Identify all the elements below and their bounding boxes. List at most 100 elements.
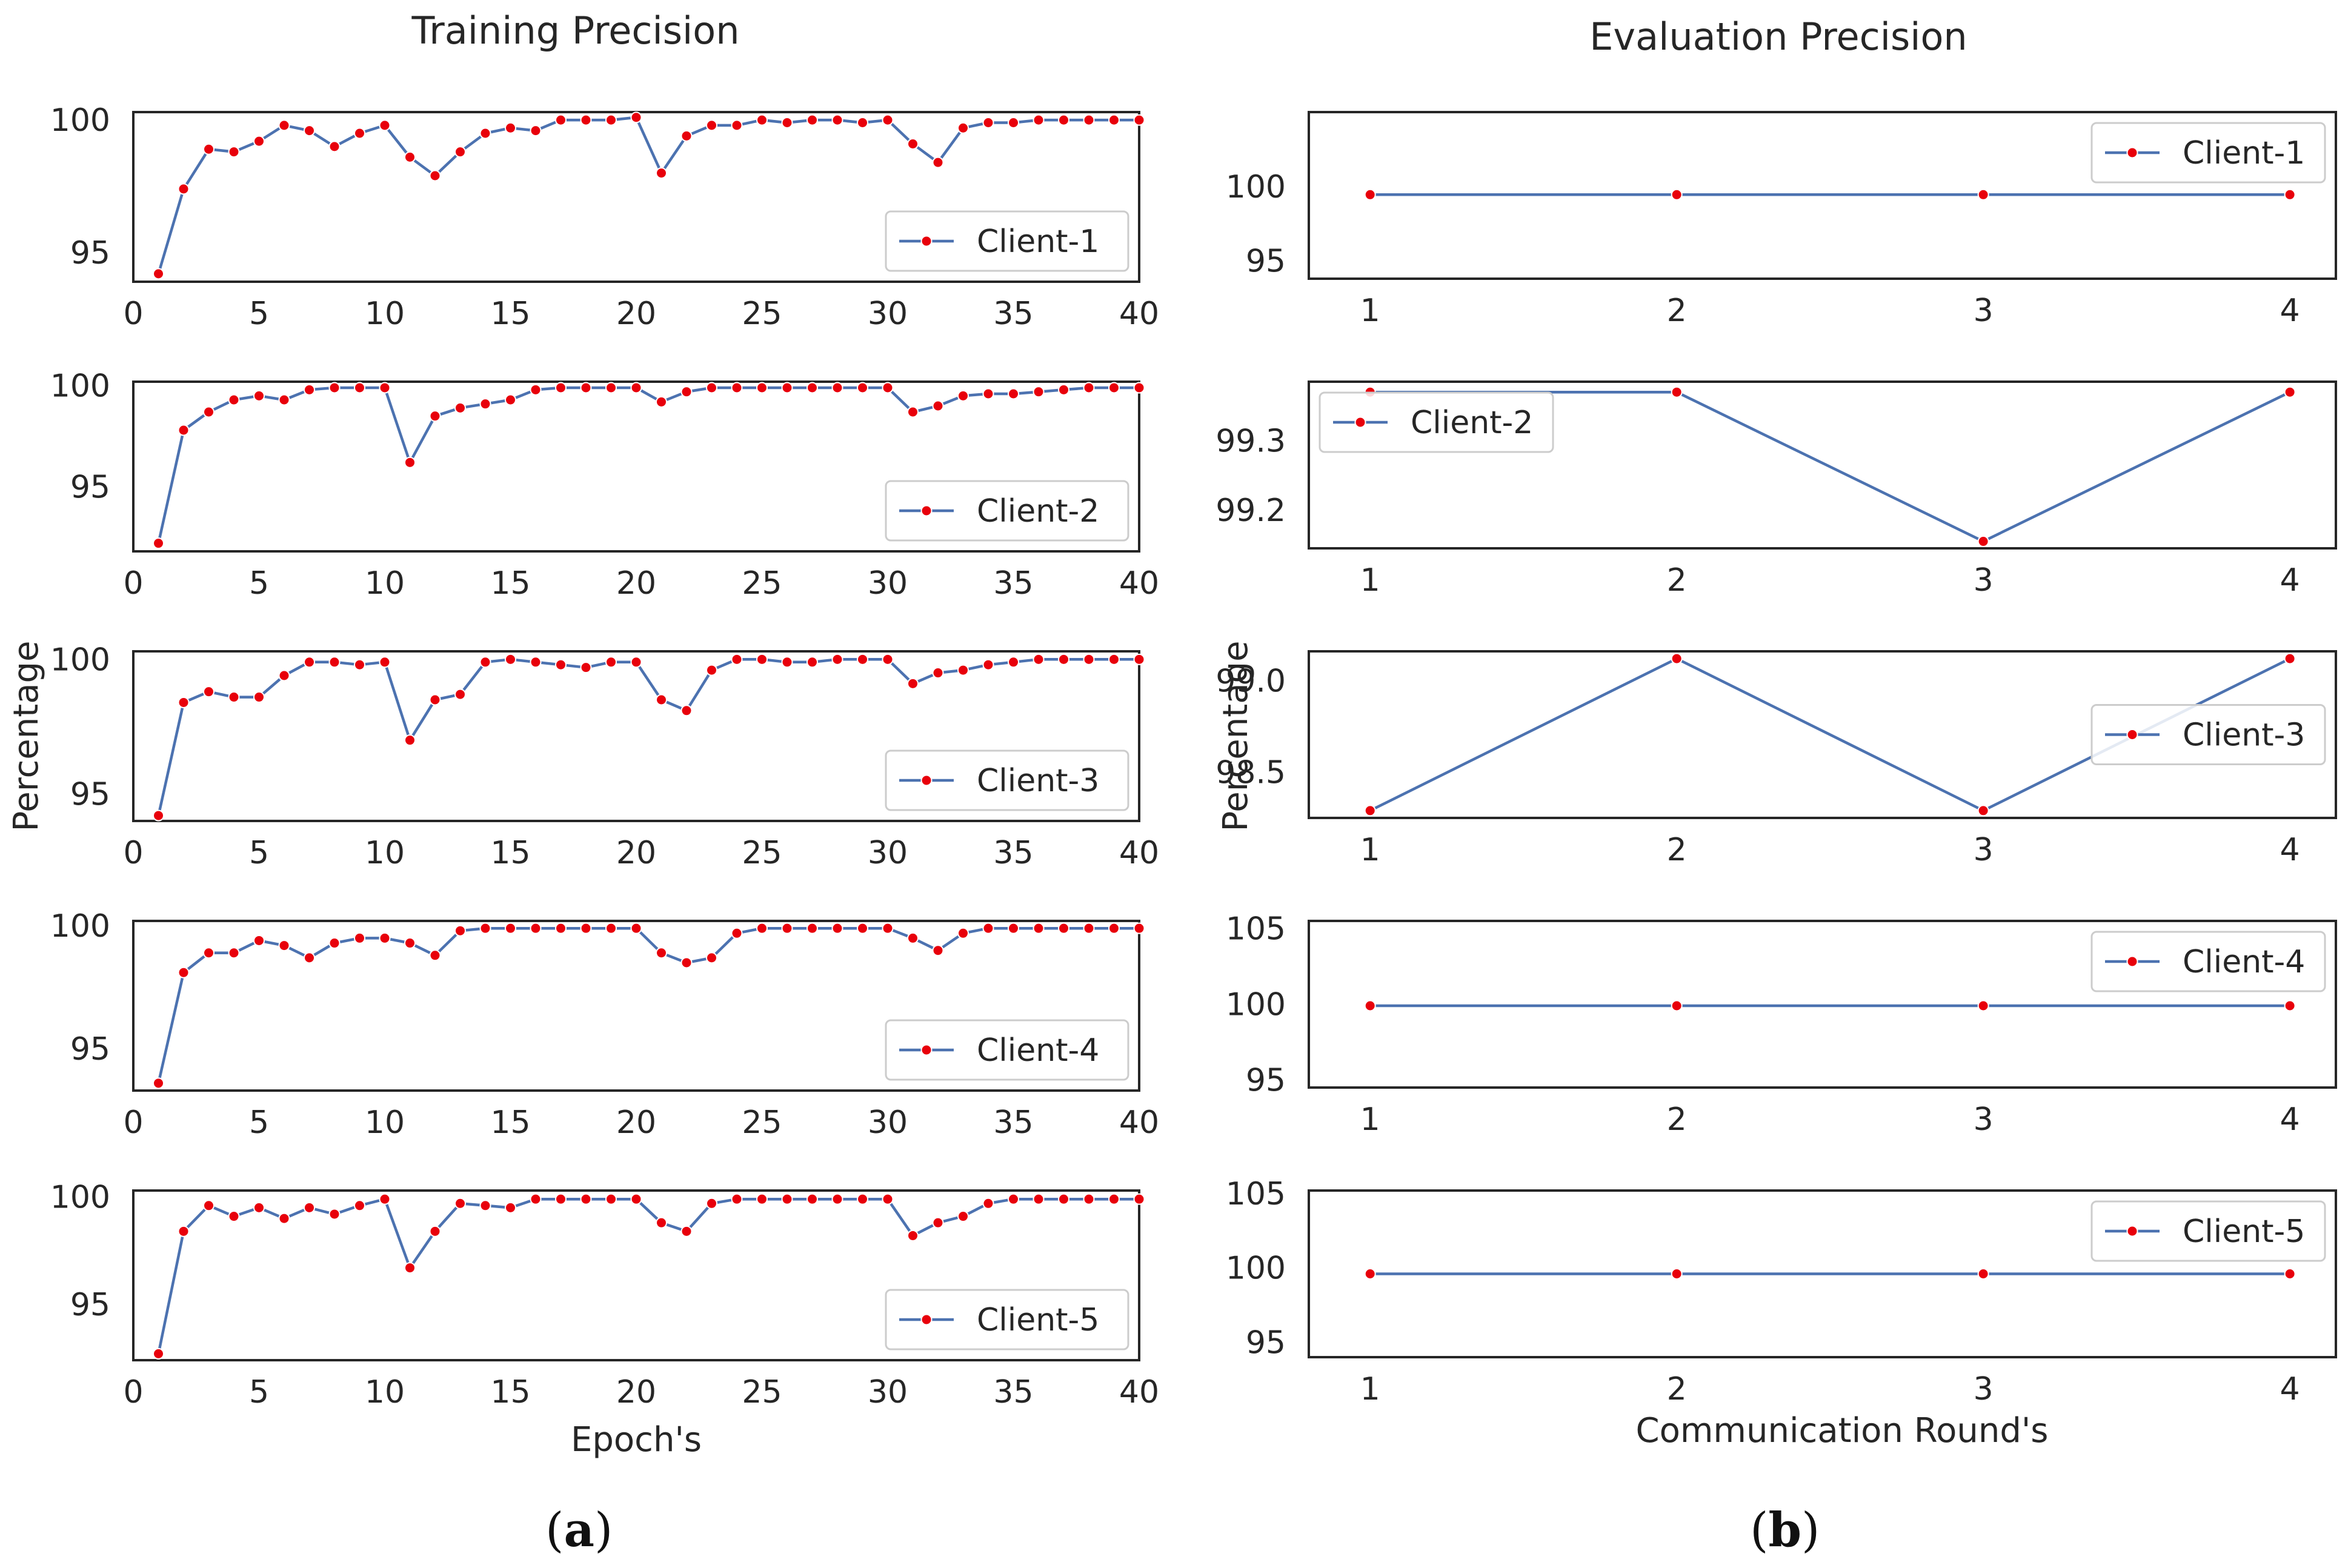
data-point [982,659,994,671]
y-tick-label: 100 [50,642,110,678]
data-point [1033,922,1045,934]
subplot-client-3: 1 2 3 4 98.5 99.0 Client-3 [1216,650,2337,868]
data-point [354,382,365,394]
x-tick-label: 2 [1667,1371,1687,1407]
legend: Client-4 [885,1019,1129,1081]
data-point [505,1201,516,1214]
data-point [731,1193,743,1205]
data-point [1083,922,1095,934]
data-point [932,1217,944,1229]
y-tick-label: 100 [50,1180,110,1216]
legend: Client-1 [885,210,1129,272]
data-point [429,694,441,706]
legend-label: Client-4 [2183,944,2305,980]
x-tick-label: 30 [868,835,908,871]
y-tick-label: 100 [50,908,110,945]
data-point [1133,1193,1145,1205]
data-point [178,183,190,195]
legend: Client-2 [885,480,1129,542]
x-tick-label: 35 [993,565,1033,602]
x-tick-label: 2 [1667,562,1687,599]
data-point [328,382,341,394]
y-tick-label: 99.0 [1216,663,1286,699]
x-tick-label: 25 [742,565,782,602]
x-axis-label: Epoch's [571,1420,702,1460]
y-tick-label: 98.5 [1216,754,1286,791]
data-point [1108,382,1120,394]
data-point [1108,922,1120,934]
x-tick-label: 35 [993,1105,1033,1141]
data-point [429,949,441,962]
data-point [404,734,416,746]
data-point [2284,653,2296,665]
x-tick-label: 2 [1667,832,1687,868]
x-tick-label: 40 [1119,296,1159,332]
data-point [153,809,164,822]
data-point [203,1200,215,1212]
data-point [605,656,617,668]
data-point [253,691,265,703]
data-point [153,1347,164,1360]
data-point [2284,1268,2296,1280]
chart-title: Training Precision [411,8,740,53]
data-point [1008,117,1019,128]
data-point [882,653,894,665]
data-point [454,146,466,158]
data-point [1977,1268,1989,1280]
data-point [982,1197,994,1209]
data-point [580,662,592,674]
y-tick-label: 100 [1226,1251,1286,1287]
data-point [957,1211,969,1223]
data-point [228,394,240,406]
data-point [932,400,944,412]
data-point [1671,386,1683,398]
x-tick-label: 4 [2280,562,2300,599]
data-point [555,382,567,394]
subplot-client-1: 0 5 10 15 20 25 30 35 40 95 100 Client-1 [50,102,1159,332]
data-point [982,117,994,128]
legend-label: Client-1 [977,224,1099,260]
data-point [706,1197,717,1209]
data-point [957,664,969,676]
x-tick-label: 1 [1360,293,1380,329]
y-tick-label: 95 [1246,1324,1286,1361]
x-tick-label: 30 [868,1105,908,1141]
data-point [731,119,743,131]
data-point [656,947,667,959]
data-point [178,1225,190,1237]
data-point [857,653,868,665]
x-tick-label: 1 [1360,1101,1380,1138]
subplot-client-4: 0 5 10 15 20 25 30 35 40 95 100 Client-4 [50,908,1159,1141]
x-tick-label: 20 [616,1374,656,1410]
data-point [831,382,843,394]
data-point [278,1212,290,1224]
data-point [1058,922,1069,934]
data-point [253,934,265,946]
data-point [1133,382,1145,394]
legend: Client-3 [885,749,1129,811]
data-point [379,1193,391,1205]
data-point [656,694,667,706]
data-point [178,966,190,978]
data-point [957,927,969,939]
data-point [807,922,818,934]
panel-label-a: (a) [545,1503,613,1558]
data-point [379,382,391,394]
data-point [907,677,919,689]
x-tick-label: 35 [993,296,1033,332]
data-point [278,119,290,131]
x-tick-label: 20 [616,835,656,871]
x-tick-label: 5 [249,565,269,602]
series-line [157,116,1139,274]
legend-marker [920,235,933,247]
subplot-client-5: 0 5 10 15 20 25 30 35 40 95 100 Client-5 [50,1180,1159,1410]
data-point [555,922,567,934]
data-point [429,170,441,182]
data-point [404,151,416,163]
data-point [479,656,491,668]
data-point [630,382,642,394]
data-point [1108,114,1120,126]
x-tick-label: 5 [249,1374,269,1410]
data-point [630,111,642,124]
